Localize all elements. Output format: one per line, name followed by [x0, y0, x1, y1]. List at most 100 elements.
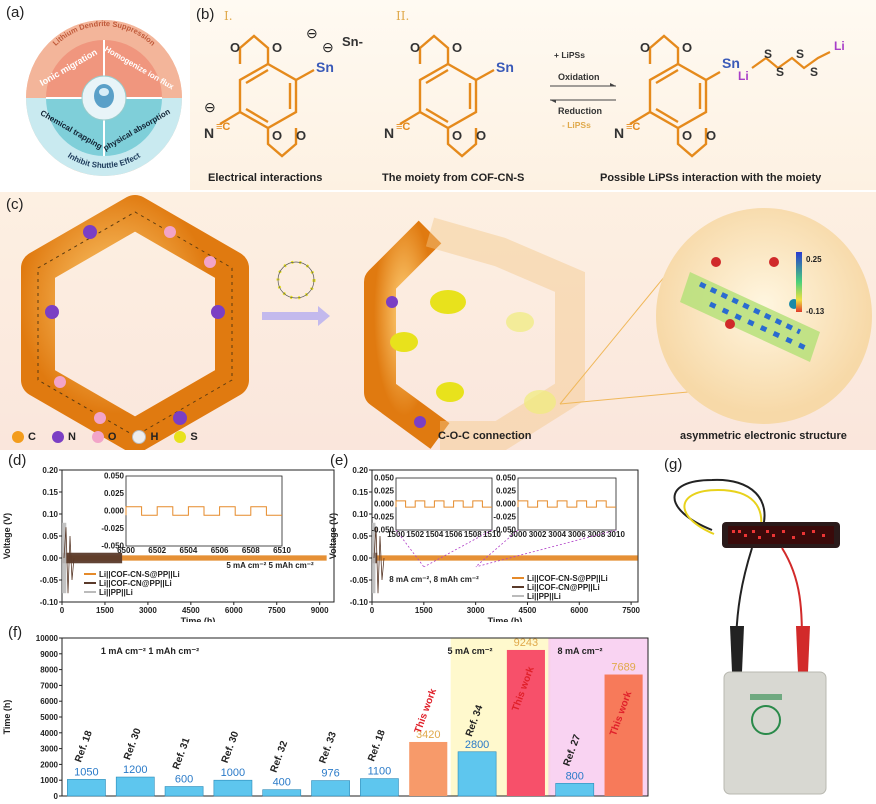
inset-x-tick-label: 1510 — [483, 530, 501, 539]
inset-x-tick-label: 3002 — [529, 530, 547, 539]
y-tick-label: 8000 — [40, 666, 58, 675]
group-label: 1 mA cm⁻² 1 mAh cm⁻² — [101, 646, 199, 656]
inset-y-tick-label: 0.000 — [496, 500, 517, 509]
legend-label: Li||COF-CN-S@PP||Li — [99, 570, 180, 579]
cof-ring-left — [21, 195, 249, 450]
hydrogen-dot-icon — [132, 430, 147, 444]
inset-x-tick-label: 6506 — [211, 546, 229, 555]
inset-y-tick-label: -0.050 — [493, 526, 516, 535]
bar-category-label: Ref. 33 — [317, 730, 339, 765]
inset-x-tick-label: 6504 — [180, 546, 198, 555]
svg-text:⊖: ⊖ — [306, 25, 318, 41]
inset-x-tick-label: 3010 — [607, 530, 625, 539]
svg-text:O: O — [272, 40, 282, 55]
legend-o: O — [91, 431, 116, 443]
inset-y-tick-label: -0.050 — [101, 542, 124, 551]
molecule-1 — [219, 34, 315, 158]
panel-b: (b) I. II. O O O O N ≡C Sn Sn- ⊖ ⊖ ⊖ — [190, 0, 876, 190]
y-tick-label: 5000 — [40, 713, 58, 722]
inset-x-tick-label: 3006 — [568, 530, 586, 539]
scale-max: 0.25 — [806, 255, 822, 264]
sn-minus-label: Sn- — [342, 34, 363, 49]
inset-x-tick-label: 1500 — [387, 530, 405, 539]
x-tick-label: 6000 — [570, 606, 588, 615]
inset-y-tick-label: 0.025 — [104, 489, 125, 498]
bar — [506, 649, 545, 796]
li-label-2: Li — [834, 39, 845, 53]
bar — [164, 786, 204, 797]
roman-two: II. — [396, 9, 410, 23]
y-tick-label: 0.10 — [352, 510, 368, 519]
legend-c: C — [12, 431, 36, 443]
chart-e: -0.10 -0.05 0.00 0.05 0.10 0.15 0.20 0 1500 3000 4… — [328, 466, 641, 622]
inset-y-tick-label: 0.025 — [374, 487, 395, 496]
y-tick-label: -0.05 — [350, 576, 369, 585]
legend-label: Li||PP||Li — [527, 592, 561, 601]
y-axis-label: Voltage (V) — [2, 513, 12, 559]
panel-label-c: (c) — [6, 196, 24, 213]
svg-text:≡C: ≡C — [396, 121, 410, 133]
x-axis-label: Time (h) — [181, 616, 216, 622]
bar-value-label: 1000 — [221, 767, 245, 779]
bar — [67, 779, 106, 797]
inset-square-wave — [125, 506, 282, 516]
y-tick-label: -0.10 — [40, 598, 59, 607]
sn-label-1: Sn — [316, 59, 334, 75]
caption-b2: The moiety from COF-CN-S — [382, 172, 525, 184]
caption-c-mid: C-O-C connection — [438, 430, 532, 442]
y-tick-label: 0.15 — [42, 488, 58, 497]
cof-ring-middle — [364, 217, 585, 450]
x-tick-label: 0 — [370, 606, 375, 615]
s-label-3: S — [796, 47, 804, 61]
y-tick-label: 6000 — [40, 697, 58, 706]
inset-x-tick-label: 3008 — [588, 530, 606, 539]
svg-text:≡C: ≡C — [216, 121, 230, 133]
atom-legend: C N O H S — [12, 430, 198, 444]
bar-value-label: 400 — [273, 777, 291, 789]
x-tick-label: 6000 — [225, 606, 243, 615]
condition-annotation: 8 mA cm⁻², 8 mAh cm⁻² — [389, 575, 479, 584]
bar-category-label: Ref. 18 — [366, 728, 388, 763]
x-tick-label: 0 — [60, 606, 65, 615]
inset-y-tick-label: -0.025 — [101, 524, 124, 533]
svg-text:O: O — [272, 128, 282, 143]
y-tick-label: 0.00 — [42, 554, 58, 563]
y-tick-label: 0 — [54, 792, 59, 801]
svg-text:N: N — [204, 125, 214, 141]
inset-y-tick-label: 0.050 — [104, 472, 125, 481]
condition-annotation: 5 mA cm⁻² 5 mAh cm⁻² — [226, 561, 314, 570]
bar-category-label: Ref. 30 — [122, 726, 144, 761]
y-tick-label: -0.10 — [350, 598, 369, 607]
roman-one: I. — [224, 9, 233, 23]
y-tick-label: 9000 — [40, 650, 58, 659]
inset-x-tick-label: 1502 — [406, 530, 424, 539]
legend-s: S — [174, 431, 198, 443]
bar-value-label: 1100 — [368, 766, 392, 778]
x-tick-label: 1500 — [96, 606, 114, 615]
legend-label: Li||COF-CN@PP||Li — [99, 579, 172, 588]
bar — [360, 778, 399, 797]
panel-a: (a) Lithium Dendrite Suppression Inhibit… — [0, 0, 190, 190]
svg-text:O: O — [706, 128, 716, 143]
bar — [262, 789, 302, 797]
arrow-top-2: Oxidation — [558, 72, 600, 82]
inset-y-tick-label: 0.050 — [374, 474, 395, 483]
x-tick-label: 9000 — [311, 606, 329, 615]
series-band — [372, 522, 376, 594]
arrow-bot-1: Reduction — [558, 106, 602, 116]
molecule-drawings: O O O O N ≡C Sn Sn- ⊖ ⊖ ⊖ O O O O N ≡C S… — [204, 25, 845, 158]
li-label-1: Li — [738, 69, 749, 83]
bar-value-label: 600 — [175, 774, 193, 786]
svg-text:⊖: ⊖ — [204, 99, 216, 115]
nitrogen-dot-icon — [51, 431, 64, 443]
inset-x-tick-label: 6510 — [273, 546, 291, 555]
y-tick-label: 0.05 — [352, 532, 368, 541]
x-tick-label: 3000 — [467, 606, 485, 615]
x-tick-label: 4500 — [519, 606, 537, 615]
x-tick-label: 7500 — [622, 606, 640, 615]
bar-value-label: 976 — [321, 768, 339, 780]
inset-y-tick-label: 0.050 — [496, 474, 517, 483]
legend-label: Li||COF-CN@PP||Li — [527, 583, 600, 592]
caption-b1: Electrical interactions — [208, 172, 323, 184]
bar-value-label: 800 — [566, 770, 584, 782]
